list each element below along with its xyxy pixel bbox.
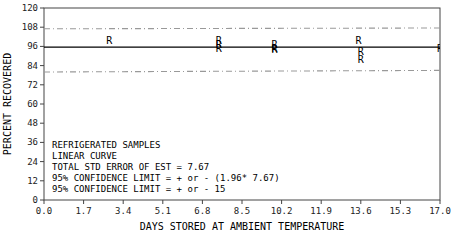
annotations: REFRIGERATED SAMPLESLINEAR CURVETOTAL ST… (52, 140, 280, 194)
y-tick (40, 65, 44, 66)
y-tick (40, 104, 44, 105)
x-tick-label: 1.7 (75, 206, 91, 216)
chart: 0.0 1.7 3.4 5.1 6.8 8.5 10.2 11.9 13.6 15.3 17.0 0 1… (0, 0, 455, 238)
annotation: LINEAR CURVE (52, 151, 117, 161)
y-tick-label: 0 (33, 195, 38, 205)
x-tick (400, 200, 401, 204)
annotation: TOTAL STD ERROR OF EST = 7.67 (52, 162, 209, 172)
x-tick (162, 200, 163, 204)
line (44, 27, 440, 29)
y-tick (40, 8, 44, 9)
y-tick-label: 48 (27, 118, 38, 128)
y-tick-label: 84 (27, 61, 38, 71)
x-tick-label: 17.0 (429, 206, 451, 216)
annotation: 95% CONFIDENCE LIMIT = + or - (1.96* 7.6… (52, 173, 280, 183)
y-tick (40, 27, 44, 28)
y-tick (40, 142, 44, 143)
x-tick-label: 13.6 (350, 206, 372, 216)
y-tick-label: 108 (22, 22, 38, 32)
axes: 0.0 1.7 3.4 5.1 6.8 8.5 10.2 11.9 13.6 15.3 17.0 0 1… (22, 3, 451, 216)
x-tick (440, 200, 441, 204)
point: R (355, 35, 362, 46)
plot-frame (44, 8, 440, 200)
x-tick-label: 3.4 (115, 206, 131, 216)
y-tick-label: 120 (22, 3, 38, 13)
x-tick (281, 200, 282, 204)
y-tick-label: 72 (27, 80, 38, 90)
y-tick (40, 180, 44, 181)
x-tick-label: 6.8 (194, 206, 210, 216)
x-tick-label: 0.0 (36, 206, 52, 216)
y-tick-label: 96 (27, 41, 38, 51)
point: R (106, 35, 113, 46)
x-tick-label: 5.1 (155, 206, 171, 216)
x-tick (44, 200, 45, 204)
y-tick (40, 84, 44, 85)
x-tick-label: 8.5 (234, 206, 250, 216)
x-tick (83, 200, 84, 204)
line (44, 70, 440, 72)
y-tick (40, 46, 44, 47)
x-tick-label: 15.3 (390, 206, 412, 216)
point: R (216, 43, 223, 54)
x-axis-label: DAYS STORED AT AMBIENT TEMPERATURE (140, 221, 345, 232)
x-tick (360, 200, 361, 204)
x-tick (242, 200, 243, 204)
x-tick (321, 200, 322, 204)
y-tick-label: 60 (27, 99, 38, 109)
annotation: 95% CONFIDENCE LIMIT = + or - 15 (52, 184, 225, 194)
point: R (358, 54, 365, 65)
y-tick (40, 200, 44, 201)
y-axis-label: PERCENT RECOVERED (2, 53, 13, 155)
point: R (437, 43, 440, 54)
line (44, 47, 440, 48)
x-tick-label: 11.9 (310, 206, 332, 216)
x-tick (123, 200, 124, 204)
annotation: REFRIGERATED SAMPLES (52, 140, 160, 150)
y-tick-label: 24 (27, 157, 38, 167)
y-tick-label: 36 (27, 137, 38, 147)
point: R (272, 44, 279, 55)
x-tick (202, 200, 203, 204)
y-tick-label: 12 (27, 176, 38, 186)
y-tick (40, 123, 44, 124)
x-tick-label: 10.2 (271, 206, 293, 216)
y-tick (40, 161, 44, 162)
data: RRRRRRRRRRR (44, 28, 440, 72)
